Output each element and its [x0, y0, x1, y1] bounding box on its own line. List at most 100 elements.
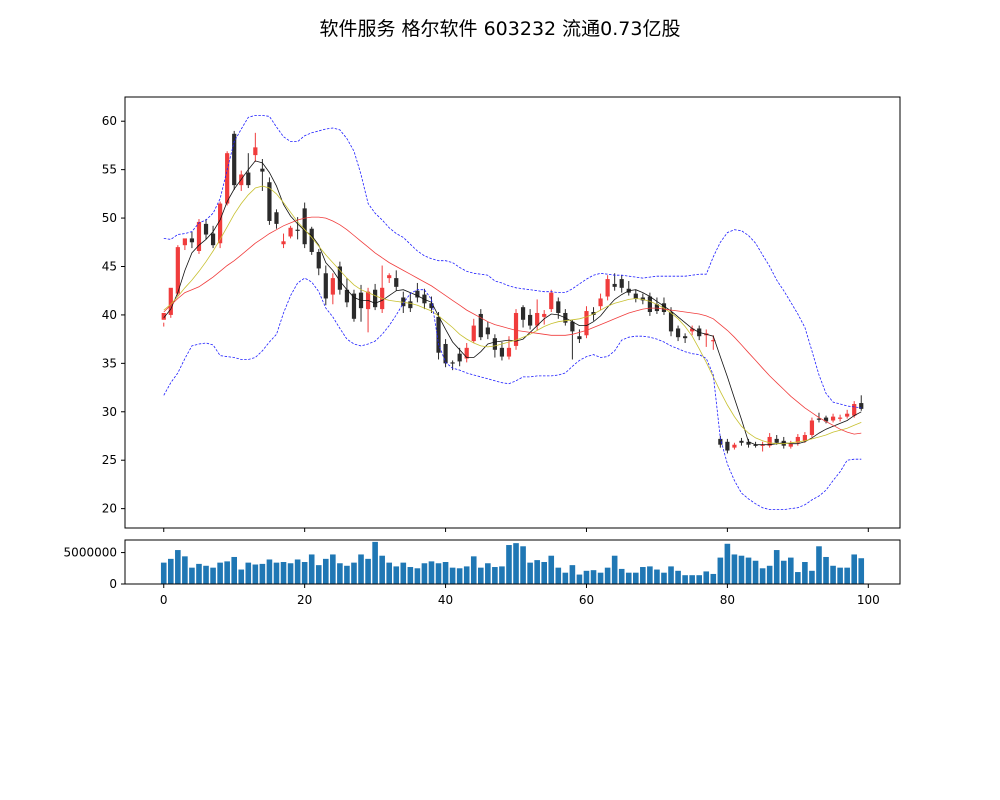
candle	[260, 158, 265, 191]
candle-body	[774, 438, 779, 443]
y-tick-label: 40	[102, 308, 117, 322]
candle	[161, 312, 166, 327]
candle-body	[598, 298, 603, 307]
candle	[274, 209, 279, 229]
volume-bar	[252, 564, 259, 584]
series-line	[163, 216, 862, 435]
candle-body	[168, 287, 173, 315]
volume-x-tick-label: 40	[438, 593, 453, 607]
volume-bar	[175, 550, 181, 584]
candle-body	[323, 273, 328, 299]
candle	[443, 339, 448, 368]
volume-bar	[449, 567, 456, 584]
volume-bar	[301, 562, 308, 584]
candle	[189, 231, 195, 249]
volume-bar	[654, 569, 660, 584]
candle-body	[274, 212, 279, 224]
candle	[267, 177, 272, 225]
volume-bar	[759, 568, 766, 584]
volume-bar	[393, 566, 400, 584]
volume-bar	[520, 546, 526, 584]
volume-bar	[696, 575, 703, 584]
volume-bar	[562, 572, 569, 584]
candle	[337, 261, 342, 295]
candle-body	[795, 436, 800, 443]
candle-body	[619, 279, 624, 288]
candle	[485, 321, 490, 340]
volume-bar	[203, 565, 209, 584]
candle	[711, 335, 716, 350]
volume-bar	[351, 562, 357, 584]
candle-body	[746, 441, 751, 445]
volume-bar	[668, 566, 674, 584]
candle-body	[633, 293, 638, 299]
candle-body	[506, 347, 512, 357]
volume-bar	[231, 556, 238, 584]
volume-bar	[379, 555, 385, 584]
candle-body	[182, 238, 187, 246]
volume-y-tick-label: 0	[109, 577, 117, 591]
candle-body	[203, 223, 209, 235]
candle	[288, 225, 293, 239]
volume-x-tick-label: 60	[579, 593, 594, 607]
candle-body	[337, 266, 342, 290]
candle	[788, 440, 793, 449]
volume-bar	[632, 572, 639, 584]
candle	[584, 306, 589, 339]
candle-body	[267, 182, 272, 221]
candle-body	[725, 441, 730, 451]
candle	[464, 343, 469, 363]
volume-bar	[795, 572, 801, 584]
volume-bar	[682, 575, 688, 584]
candle-body	[309, 228, 314, 252]
volume-y-tick-label: 5000000	[64, 546, 117, 560]
volume-bar	[322, 558, 329, 584]
y-tick-label: 30	[102, 405, 117, 419]
volume-bar	[555, 567, 562, 584]
volume-bar	[386, 562, 393, 584]
volume-bar	[576, 574, 583, 584]
candle	[739, 437, 744, 446]
volume-bar	[182, 556, 188, 584]
candle	[436, 312, 441, 360]
candle-body	[253, 147, 258, 156]
price-plot-frame	[124, 96, 901, 529]
candle	[365, 287, 371, 333]
candle-body	[330, 278, 335, 295]
candle-body	[161, 312, 166, 320]
candle	[640, 293, 645, 305]
candle-body	[373, 289, 378, 308]
candle	[542, 310, 547, 325]
candle	[612, 273, 617, 291]
candle	[823, 415, 829, 424]
volume-bar	[485, 563, 491, 584]
candle	[654, 297, 660, 314]
candle	[528, 309, 533, 330]
volume-bar	[315, 565, 322, 584]
candle	[253, 132, 258, 162]
volume-x-tick-label: 0	[160, 593, 168, 607]
y-tick-label: 25	[102, 453, 117, 467]
volume-bar	[160, 562, 167, 584]
candle	[725, 438, 730, 454]
volume-bar	[224, 561, 230, 584]
candle-body	[668, 312, 674, 332]
volume-bar	[787, 557, 794, 584]
candle-body	[344, 289, 350, 303]
candle	[619, 275, 624, 293]
volume-bar	[266, 559, 273, 584]
volume-bar	[463, 566, 470, 584]
candle	[373, 283, 378, 311]
candle-body	[612, 283, 617, 287]
candle-body	[450, 362, 455, 364]
candle	[598, 293, 603, 311]
volume-bar	[724, 543, 731, 584]
candle	[809, 417, 815, 437]
candle	[295, 217, 300, 240]
candle-body	[542, 313, 547, 317]
candle	[422, 288, 427, 310]
volume-bar	[456, 568, 463, 584]
volume-bar	[548, 555, 555, 584]
candle	[690, 325, 695, 336]
